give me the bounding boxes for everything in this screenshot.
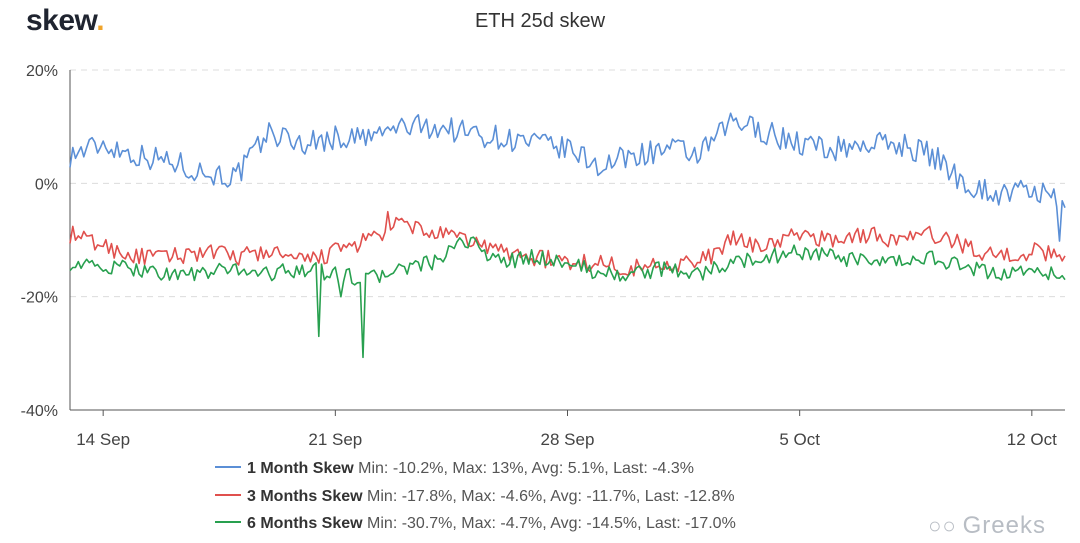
legend-item-3-months[interactable]: 3 Months Skew Min: -17.8%, Max: -4.6%, A… [215, 488, 735, 506]
grid-lines [70, 69, 1065, 298]
legend-series-name: 3 Months Skew [247, 488, 363, 505]
series-line-1 [69, 112, 1066, 242]
skew-logo: skew. [26, 4, 105, 38]
x-tick-label: 14 Sep [76, 430, 130, 449]
legend-series-name: 6 Months Skew [247, 515, 363, 532]
x-tick-label: 21 Sep [308, 430, 362, 449]
x-tick-label: 28 Sep [541, 430, 595, 449]
axes: 20% 0% -20% -40% 14 Sep 21 Sep 28 Sep 5 Oct 12 O… [21, 63, 1065, 449]
legend-series-name: 1 Month Skew [247, 460, 354, 477]
watermark: ○○ Greeks [928, 512, 1046, 540]
series-lines [69, 112, 1066, 359]
wechat-icon: ○○ [928, 513, 957, 538]
chart-title: ETH 25d skew [474, 10, 606, 32]
y-tick-label: 0% [35, 176, 58, 193]
legend-series-stats: Min: -17.8%, Max: -4.6%, Avg: -11.7%, La… [367, 488, 735, 505]
legend-swatch-blue [215, 465, 241, 468]
y-tick-label: 20% [26, 63, 58, 80]
logo-dot: . [96, 4, 105, 37]
watermark-text: Greeks [962, 512, 1046, 539]
y-tick-label: -40% [21, 403, 58, 420]
legend-swatch-red [215, 493, 241, 496]
series-line-3 [69, 236, 1066, 359]
x-tick-label: 5 Oct [779, 430, 820, 449]
legend-item-1-month[interactable]: 1 Month Skew Min: -10.2%, Max: 13%, Avg:… [215, 460, 694, 478]
legend-series-stats: Min: -10.2%, Max: 13%, Avg: 5.1%, Last: … [358, 460, 695, 477]
legend-item-6-months[interactable]: 6 Months Skew Min: -30.7%, Max: -4.7%, A… [215, 515, 736, 533]
x-tick-label: 12 Oct [1007, 430, 1057, 449]
legend-series-stats: Min: -30.7%, Max: -4.7%, Avg: -14.5%, La… [367, 515, 736, 532]
series-line-2 [69, 210, 1066, 277]
legend-swatch-green [215, 520, 241, 523]
y-tick-label: -20% [21, 290, 58, 307]
logo-text: skew [26, 4, 97, 37]
